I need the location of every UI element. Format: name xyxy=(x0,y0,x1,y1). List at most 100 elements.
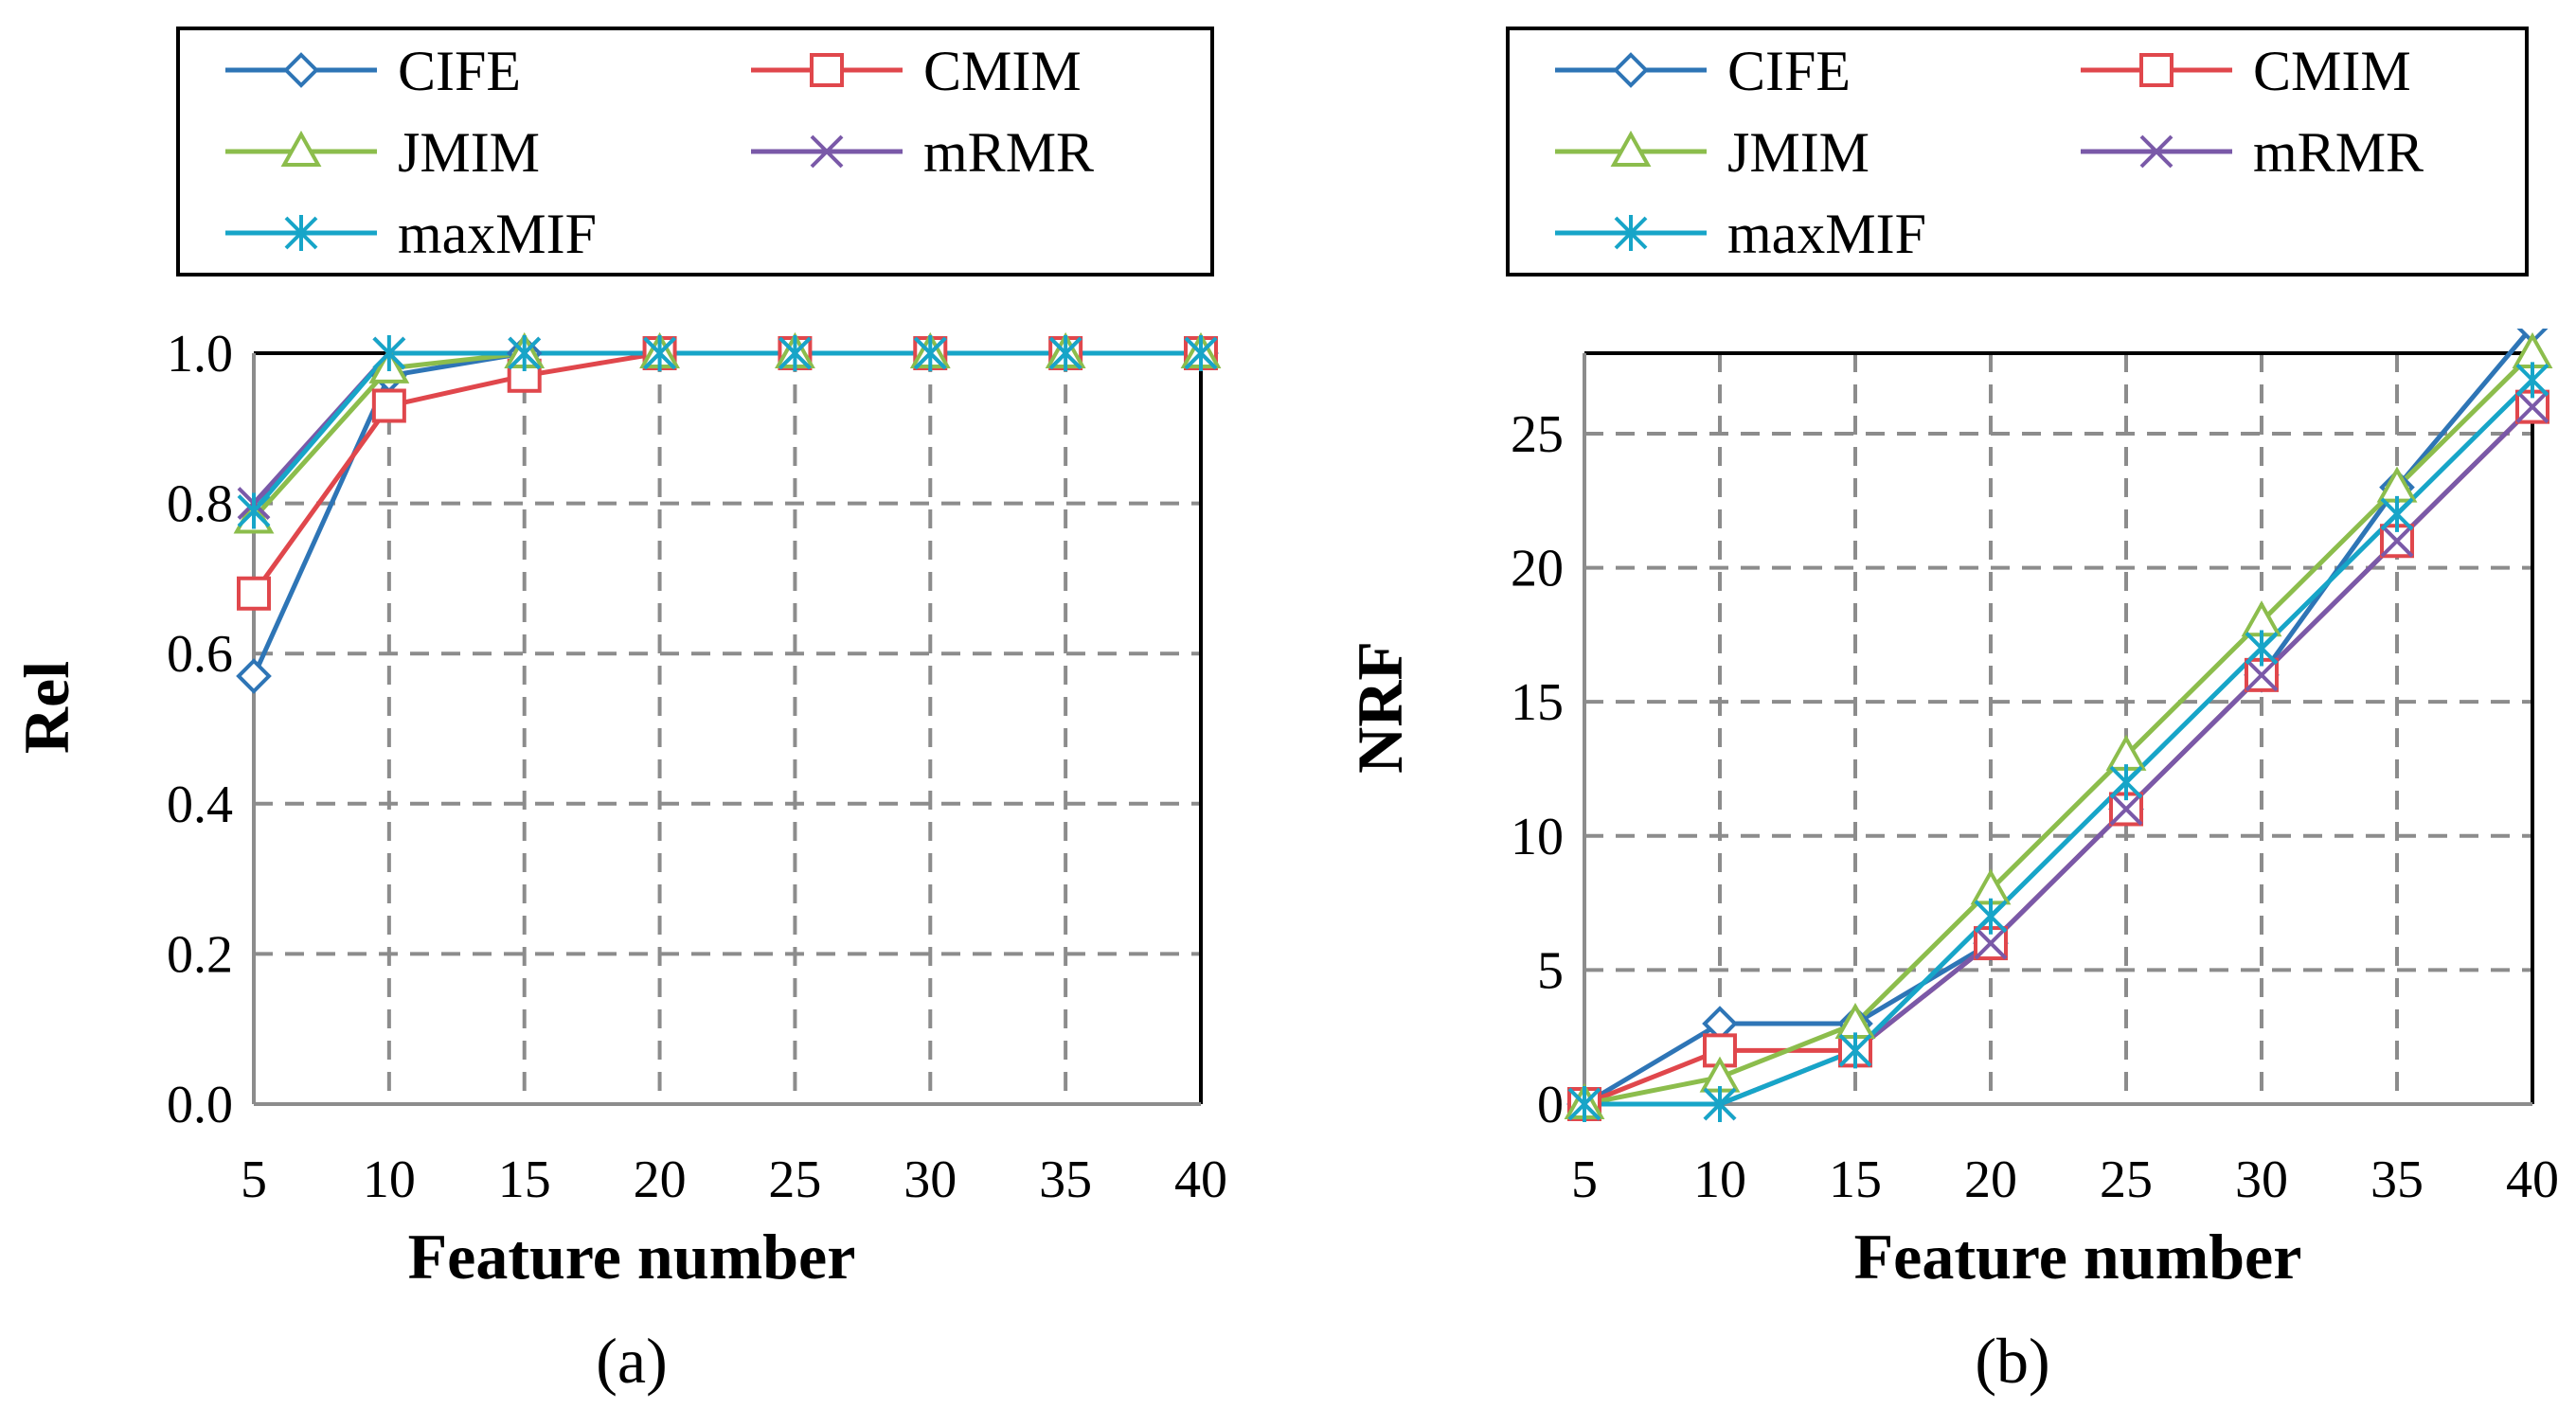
y-tick-label: 0.0 xyxy=(167,1076,233,1134)
point-maxmif xyxy=(1703,1086,1737,1122)
series-line-cife xyxy=(1583,329,2534,1107)
series-line-jmim xyxy=(1583,351,2534,1107)
series-line-cmim xyxy=(1583,404,2534,1107)
series-line-maxmif xyxy=(1584,378,2534,1107)
legend: CIFE CMIM JMIM mRMR maxMIF xyxy=(176,27,1214,276)
x-tick-label: 40 xyxy=(1174,1150,1227,1209)
x-tick-label: 30 xyxy=(2235,1150,2288,1209)
panel-b-xlabel: Feature number xyxy=(1854,1221,2302,1293)
y-tick-label: 15 xyxy=(1511,673,1564,732)
point-maxmif xyxy=(1974,898,2008,935)
x-tick-label: 25 xyxy=(2100,1150,2153,1209)
legend-marker xyxy=(1614,215,1648,251)
legend-entry-cmim: CMIM xyxy=(751,40,1082,102)
y-tick-label: 20 xyxy=(1511,540,1564,598)
point-maxmif xyxy=(2245,630,2279,667)
legend-entry-cife: CIFE xyxy=(1555,40,1851,102)
y-tick-label: 10 xyxy=(1511,808,1564,866)
legend-label: maxMIF xyxy=(1727,203,1926,265)
legend-entry-cmim: CMIM xyxy=(2081,40,2411,102)
y-tick-label: 0 xyxy=(1537,1076,1564,1134)
x-tick-label: 5 xyxy=(1571,1150,1598,1209)
panel-a-caption: (a) xyxy=(596,1325,667,1397)
legend: CIFE CMIM JMIM mRMR maxMIF xyxy=(1506,27,2529,276)
x-tick-label: 10 xyxy=(1693,1150,1746,1209)
legend-label: JMIM xyxy=(1727,121,1869,184)
x-tick-label: 35 xyxy=(1039,1150,1092,1209)
x-tick-label: 30 xyxy=(903,1150,957,1209)
y-tick-label: 5 xyxy=(1537,941,1564,1000)
y-tick-label: 25 xyxy=(1511,405,1564,464)
series-group xyxy=(1564,329,2553,1122)
x-tick-label: 15 xyxy=(498,1150,551,1209)
x-tick-label: 25 xyxy=(768,1150,821,1209)
y-tick-label: 0.6 xyxy=(167,625,233,684)
x-tick-label: 40 xyxy=(2506,1150,2559,1209)
legend-entry-maxmif: maxMIF xyxy=(225,203,597,265)
point-maxmif xyxy=(778,335,812,371)
legend-label: JMIM xyxy=(398,121,540,184)
legend-label: CMIM xyxy=(2253,40,2411,102)
point-maxmif xyxy=(1184,335,1218,371)
legend-label: CMIM xyxy=(923,40,1082,102)
legend-marker xyxy=(810,53,844,87)
point-maxmif xyxy=(2380,495,2414,532)
point-maxmif xyxy=(2515,362,2549,399)
legend-entry-mrmr: mRMR xyxy=(751,121,1094,184)
y-tick-label: 0.2 xyxy=(167,925,233,984)
point-maxmif xyxy=(1838,1032,1872,1069)
point-maxmif xyxy=(1048,335,1082,371)
x-tick-label: 20 xyxy=(1964,1150,2017,1209)
point-mrmr xyxy=(2109,793,2143,826)
point-maxmif xyxy=(237,492,271,529)
series-line-maxmif xyxy=(252,350,1201,513)
panel-a-ylabel: Rel xyxy=(10,661,82,754)
point-maxmif xyxy=(508,335,542,371)
legend-marker xyxy=(1613,52,1649,88)
y-tick-label: 0.8 xyxy=(167,475,233,534)
panel-a-xlabel: Feature number xyxy=(408,1221,856,1293)
legend-marker xyxy=(280,130,322,167)
x-tick-label: 15 xyxy=(1829,1150,1882,1209)
legend-entry-cife: CIFE xyxy=(225,40,521,102)
legend-label: maxMIF xyxy=(398,203,597,265)
point-mrmr xyxy=(2515,390,2549,424)
panel-b-ylabel: NRF xyxy=(1344,641,1416,774)
legend-marker xyxy=(810,134,844,169)
gridlines xyxy=(252,351,1203,1106)
point-maxmif xyxy=(643,335,676,371)
legend-entry-jmim: JMIM xyxy=(1555,121,1869,184)
panel-a: Feature number Rel (a) 0.0 0.2 0.4 0.6 0.8 1.… xyxy=(10,27,1227,1397)
point-cmim xyxy=(237,576,271,611)
legend-label: mRMR xyxy=(2253,121,2424,184)
legend-marker xyxy=(2139,134,2174,169)
legend-entry-mrmr: mRMR xyxy=(2081,121,2424,184)
panel-b-caption: (b) xyxy=(1975,1325,2049,1397)
legend-label: CIFE xyxy=(1727,40,1851,102)
x-tick-label: 20 xyxy=(634,1150,687,1209)
legend-marker xyxy=(284,215,318,251)
x-tick-label: 35 xyxy=(2370,1150,2424,1209)
point-mrmr xyxy=(1974,926,2008,960)
point-maxmif xyxy=(1567,1086,1601,1122)
legend-marker xyxy=(2139,53,2174,87)
x-tick-label: 5 xyxy=(241,1150,267,1209)
y-tick-label: 1.0 xyxy=(167,325,233,383)
gridlines xyxy=(1583,353,2534,1106)
point-mrmr xyxy=(2380,524,2414,558)
legend-label: mRMR xyxy=(923,121,1094,184)
legend-entry-jmim: JMIM xyxy=(225,121,540,184)
series-group xyxy=(233,331,1222,694)
series-line-mrmr xyxy=(1584,404,2534,1107)
legend-entry-maxmif: maxMIF xyxy=(1555,203,1926,265)
point-maxmif xyxy=(2109,764,2143,801)
legend-marker xyxy=(1610,130,1652,167)
legend-label: CIFE xyxy=(398,40,521,102)
x-tick-label: 10 xyxy=(363,1150,416,1209)
point-maxmif xyxy=(913,335,947,371)
point-cife xyxy=(236,658,272,694)
point-mrmr xyxy=(2245,658,2279,692)
legend-marker xyxy=(283,52,319,88)
